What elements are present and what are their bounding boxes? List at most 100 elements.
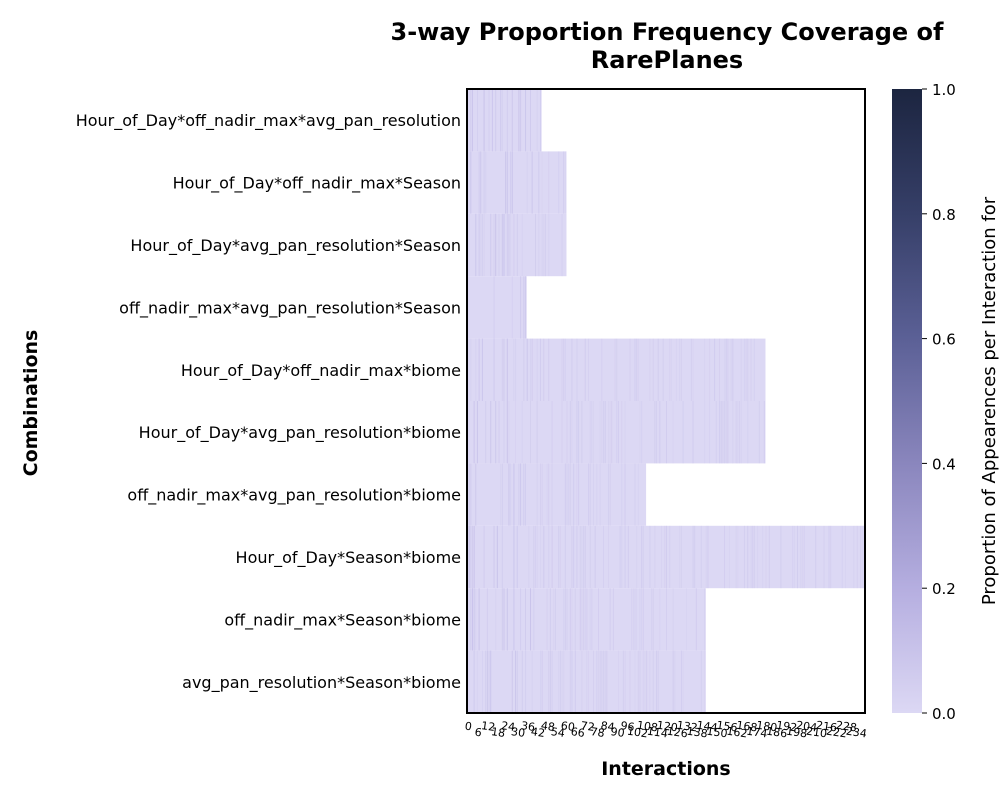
heatmap-cell bbox=[553, 588, 555, 651]
heatmap-cell bbox=[564, 588, 566, 651]
heatmap-cell bbox=[528, 525, 530, 589]
heatmap-cell bbox=[614, 338, 616, 401]
heatmap-cell bbox=[500, 89, 502, 152]
x-tick-label: 66 bbox=[570, 725, 586, 740]
heatmap-cell bbox=[588, 338, 590, 401]
heatmap-cell bbox=[644, 650, 646, 713]
heatmap-cell bbox=[481, 213, 483, 277]
x-tick-label: 138 bbox=[686, 725, 709, 741]
heatmap-cell bbox=[607, 463, 609, 526]
x-tick-label: 204 bbox=[795, 719, 818, 735]
heatmap-cell bbox=[853, 525, 855, 589]
heatmap-cell bbox=[642, 588, 644, 651]
heatmap-cell bbox=[498, 401, 500, 464]
heatmap-cell bbox=[536, 338, 538, 401]
heatmap-cell bbox=[659, 588, 661, 651]
heatmap-cell bbox=[488, 89, 490, 152]
heatmap-cell bbox=[576, 401, 578, 464]
x-tick-label: 12 bbox=[480, 719, 496, 734]
heatmap-cell bbox=[511, 89, 513, 152]
heatmap-row-cells bbox=[467, 338, 766, 401]
heatmap-cell bbox=[470, 89, 472, 152]
chart-title-line-1: 3-way Proportion Frequency Coverage of bbox=[391, 18, 945, 46]
heatmap-cell bbox=[551, 650, 553, 713]
x-tick-label: 54 bbox=[550, 725, 566, 740]
heatmap-cell bbox=[534, 525, 536, 589]
heatmap-cell bbox=[490, 213, 492, 277]
heatmap-cell bbox=[478, 213, 480, 277]
heatmap-cell bbox=[544, 213, 546, 277]
heatmap-cell bbox=[800, 525, 802, 589]
heatmap-cell bbox=[510, 151, 512, 214]
colorbar-tick-label: 0.6 bbox=[932, 331, 956, 349]
heatmap-cell bbox=[493, 213, 495, 277]
heatmap-cell bbox=[563, 338, 565, 401]
heatmap-cell bbox=[571, 525, 573, 589]
heatmap-cell bbox=[561, 338, 563, 401]
heatmap-cell bbox=[525, 89, 527, 152]
heatmap-cell bbox=[500, 463, 502, 526]
heatmap-cell bbox=[621, 401, 623, 464]
heatmap-cell bbox=[526, 151, 528, 214]
heatmap-cell bbox=[661, 525, 663, 589]
heatmap-cell bbox=[508, 463, 510, 526]
heatmap-cell bbox=[828, 525, 830, 589]
heatmap-cell bbox=[604, 650, 606, 713]
heatmap-row-cells bbox=[467, 213, 567, 277]
heatmap-cell bbox=[621, 525, 623, 589]
heatmap-cell bbox=[602, 525, 604, 589]
heatmap-cell bbox=[634, 463, 636, 526]
heatmap-cell bbox=[624, 463, 626, 526]
heatmap-cell bbox=[501, 463, 503, 526]
x-tick-label: 156 bbox=[716, 719, 739, 735]
heatmap-cell bbox=[637, 338, 639, 401]
heatmap-cell bbox=[503, 401, 505, 464]
heatmap-cell bbox=[530, 338, 532, 401]
colorbar-label: Proportion of Appearences per Interactio… bbox=[979, 196, 1000, 605]
plot-frame bbox=[466, 88, 866, 714]
colorbar-tick-label: 0.8 bbox=[932, 206, 956, 224]
heatmap-cell bbox=[670, 338, 672, 401]
heatmap-cell bbox=[551, 525, 553, 589]
heatmap-cell bbox=[546, 588, 548, 651]
heatmap-cell bbox=[641, 588, 643, 651]
chart-title-line-2: RarePlanes bbox=[591, 46, 743, 74]
heatmap-cell bbox=[634, 338, 636, 401]
heatmap-cell bbox=[641, 401, 643, 464]
heatmap-cell bbox=[574, 650, 576, 713]
heatmap-cell bbox=[652, 338, 654, 401]
heatmap-cell bbox=[616, 401, 618, 464]
heatmap-cell bbox=[503, 588, 505, 651]
heatmap-cell bbox=[511, 650, 513, 713]
heatmap-cell bbox=[642, 525, 644, 589]
heatmap-cell bbox=[530, 401, 532, 464]
heatmap-cell bbox=[659, 401, 661, 464]
heatmap-cells bbox=[467, 89, 865, 713]
heatmap-cell bbox=[501, 338, 503, 401]
heatmap-cell bbox=[520, 89, 522, 152]
heatmap-cell bbox=[609, 588, 611, 651]
heatmap-row-cells bbox=[467, 401, 766, 464]
heatmap-cell bbox=[803, 525, 805, 589]
x-tick-label: 180 bbox=[756, 719, 779, 735]
heatmap-cell bbox=[508, 401, 510, 464]
heatmap-cell bbox=[599, 463, 601, 526]
heatmap-cell bbox=[516, 213, 518, 277]
heatmap-cell bbox=[541, 463, 543, 526]
heatmap-cell bbox=[737, 401, 739, 464]
heatmap-cell bbox=[656, 650, 658, 713]
heatmap-cell bbox=[501, 588, 503, 651]
heatmap-cell bbox=[506, 338, 508, 401]
heatmap-cell bbox=[471, 89, 473, 152]
heatmap-cell bbox=[685, 588, 687, 651]
heatmap-cell bbox=[475, 213, 477, 277]
heatmap-cell bbox=[541, 650, 543, 713]
heatmap-cell bbox=[571, 588, 573, 651]
heatmap-cell bbox=[488, 650, 490, 713]
heatmap-cell bbox=[616, 338, 618, 401]
heatmap-cell bbox=[588, 463, 590, 526]
heatmap-cell bbox=[629, 338, 631, 401]
heatmap-cell bbox=[538, 151, 540, 214]
heatmap-cell bbox=[732, 401, 734, 464]
heatmap-cell bbox=[480, 213, 482, 277]
